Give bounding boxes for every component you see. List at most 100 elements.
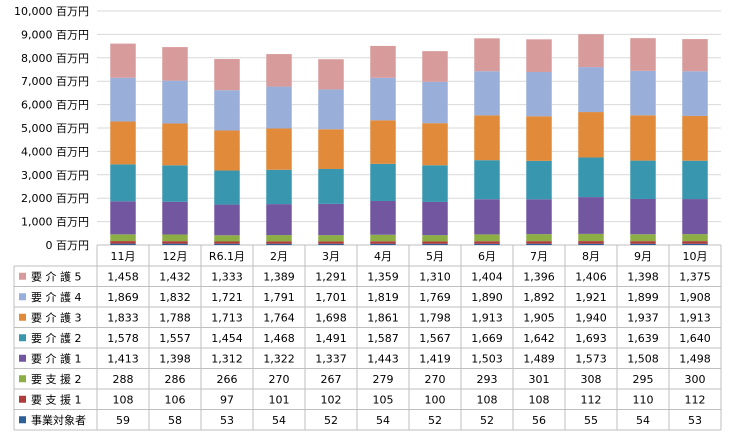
table-cell-value: 1,406 [575,270,607,283]
table-row-label: 要 介 護 1 [31,351,82,365]
table-cell-value: 270 [425,373,446,386]
bar-segment [370,45,396,78]
bar-segment [162,123,188,166]
bar-segment [578,112,604,158]
table-cell-value: 1,693 [575,332,607,345]
table-cell-value: 301 [529,373,550,386]
bar-segment [266,86,292,129]
bar-segment [682,241,708,244]
table-cell-value: 286 [165,373,186,386]
bar-segment [578,67,604,113]
table-cell-value: 1,940 [575,311,607,324]
x-category-label: 3月 [322,250,340,263]
bar-segment [110,164,136,202]
bar-segment [110,201,136,235]
table-cell-value: 1,375 [679,270,711,283]
bar-segment [214,204,240,236]
table-cell-value: 108 [477,393,498,406]
table-cell-value: 1,899 [627,291,659,304]
bar-segment [422,201,448,236]
x-category-label: 4月 [374,250,392,263]
bar-segment [214,130,240,171]
table-cell-value: 1,498 [679,352,711,365]
table-cell-value: 1,921 [575,291,607,304]
table-cell-value: 1,819 [367,291,399,304]
bar-segment [526,160,552,200]
table-cell-value: 52 [324,414,338,427]
table-cell-value: 1,892 [523,291,555,304]
y-tick-label: 3,000 百万円 [21,169,89,182]
table-cell-value: 1,698 [315,311,347,324]
table-cell-value: 1,701 [315,291,347,304]
table-cell-value: 288 [113,373,134,386]
table-cell-value: 52 [480,414,494,427]
bar-segment [214,243,240,245]
table-cell-value: 112 [581,393,602,406]
table-cell-value: 1,310 [419,270,451,283]
table-cell-value: 1,557 [159,332,191,345]
table-cell-value: 102 [321,393,342,406]
bar-segment [422,235,448,242]
legend-key [19,375,26,383]
bar-segment [578,233,604,242]
table-cell-value: 58 [168,414,182,427]
table-cell-value: 1,291 [315,270,347,283]
table-cell-value: 1,587 [367,332,399,345]
x-category-label: R6.1月 [209,250,245,263]
legend-key [19,395,26,403]
bar-segment [162,80,188,124]
bar-segment [214,235,240,242]
x-category-label: 7月 [530,250,548,263]
bar-segment [318,168,344,204]
table-cell-value: 267 [321,373,342,386]
bar-segment [110,77,136,122]
bar-segment [422,165,448,202]
bar-segment [162,165,188,202]
table-cell-value: 53 [688,414,702,427]
table-row-label: 要 介 護 3 [31,310,82,324]
y-tick-label: 10,000 百万円 [14,5,89,18]
bar-segment [526,243,552,245]
table-cell-value: 1,567 [419,332,451,345]
table-cell-value: 56 [532,414,546,427]
table-cell-value: 1,890 [471,291,503,304]
bar-segment [630,160,656,199]
table-cell-value: 105 [373,393,394,406]
bar-segment [370,241,396,244]
table-cell-value: 1,419 [419,352,451,365]
table-cell-value: 1,721 [211,291,243,304]
legend-key [19,313,26,321]
table-cell-value: 1,861 [367,311,399,324]
bar-segment [526,72,552,117]
table-cell-value: 1,398 [627,270,659,283]
bar-segment [214,58,240,91]
table-cell-value: 1,578 [107,332,139,345]
bar-segment [526,241,552,244]
bar-segment [682,160,708,200]
bar-segment [682,71,708,116]
table-cell-value: 59 [116,414,130,427]
bar-segment [318,129,344,169]
bar-segment [474,234,500,242]
table-cell-value: 110 [633,393,654,406]
table-cell-value: 1,312 [211,352,243,365]
bar-segment [630,38,656,71]
table-cell-value: 100 [425,393,446,406]
bar-segment [370,200,396,235]
y-tick-label: 4,000 百万円 [21,145,89,158]
bar-segment [318,59,344,90]
legend-key [19,354,26,362]
table-cell-value: 1,869 [107,291,139,304]
table-cell-value: 53 [220,414,234,427]
table-cell-value: 55 [584,414,598,427]
table-row-label: 事業対象者 [31,413,86,427]
bar-segment [578,197,604,234]
bar-segment [630,70,656,116]
y-tick-label: 0 百万円 [46,239,90,252]
bar-segment [422,81,448,124]
y-tick-label: 8,000 百万円 [21,52,89,65]
bar-segment [266,169,292,205]
table-cell-value: 54 [272,414,286,427]
